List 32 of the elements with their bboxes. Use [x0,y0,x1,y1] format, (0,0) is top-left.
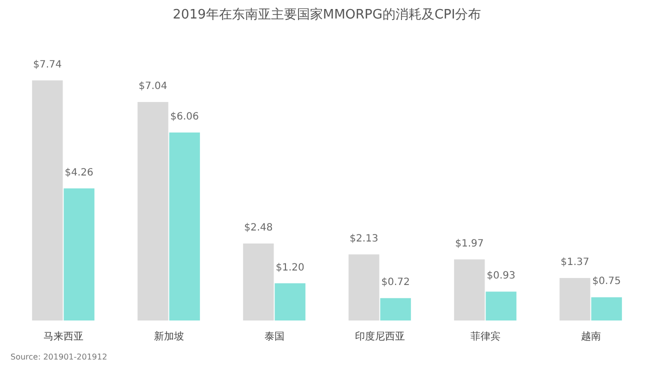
bar [274,283,306,320]
bar [32,80,63,320]
bar [380,298,411,320]
chart-title: 2019年在东南亚主要国家MMORPG的消耗及CPI分布 [172,6,482,22]
bar [138,102,168,320]
bar [560,278,590,320]
source-note: Source: 201901-201912 [10,352,108,362]
bar [64,188,94,320]
data-label: $0.72 [381,277,410,288]
x-tick-label: 新加坡 [154,330,184,342]
bar [591,297,622,320]
x-tick-label: 泰国 [264,332,284,342]
data-label: $1.37 [560,256,590,268]
data-label: $2.13 [350,233,378,244]
bar [243,244,274,320]
x-tick-label: 菲律宾 [470,330,500,342]
data-label: $7.74 [33,59,62,70]
bar [454,259,485,320]
bar [169,132,200,320]
data-label: $4.26 [64,167,94,178]
x-tick-label: 印度尼西亚 [354,330,405,342]
data-label: $2.48 [244,222,273,234]
data-label: $7.04 [138,81,168,92]
data-label: $1.97 [455,238,484,250]
data-label: $0.75 [592,276,621,288]
bar [348,254,380,320]
x-tick-label: 越南 [580,330,601,342]
data-label: $0.93 [486,270,516,282]
bar [486,292,516,320]
x-tick-label: 马来西亚 [43,330,84,342]
data-label: $6.06 [170,111,199,122]
data-label: $1.20 [276,262,304,274]
